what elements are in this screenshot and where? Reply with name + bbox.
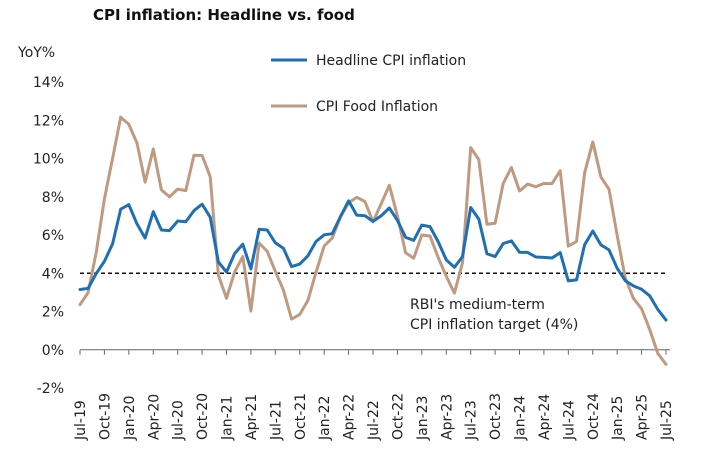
headline-cpi-series-line: [78, 199, 668, 322]
y-tick-label: 10%: [33, 152, 64, 168]
y-tick-label: 2%: [42, 305, 64, 321]
y-tick-label: 14%: [33, 75, 64, 91]
x-tick-label: Jan-22: [317, 396, 333, 441]
x-tick-label: Jan-24: [513, 395, 529, 441]
x-tick-label: Jul-19: [73, 400, 89, 441]
x-tick-label: Oct-20: [195, 393, 211, 440]
x-tick-label: Apr-23: [439, 394, 455, 440]
y-tick-label: 12%: [33, 113, 64, 129]
legend-label: CPI Food Inflation: [316, 99, 438, 115]
x-tick-label: Apr-25: [635, 394, 651, 440]
y-tick-label: 4%: [42, 266, 64, 282]
x-tick-label: Oct-23: [488, 393, 504, 440]
x-tick-label: Jan-20: [122, 396, 138, 441]
y-tick-label: 6%: [42, 228, 64, 244]
x-tick-label: Apr-22: [342, 394, 358, 440]
x-tick-label: Jul-23: [464, 400, 480, 441]
chart-title: CPI inflation: Headline vs. food: [93, 6, 355, 24]
reference-annotation-line2: CPI inflation target (4%): [410, 317, 578, 333]
x-tick-label: Apr-21: [244, 394, 260, 440]
x-tick-label: Oct-22: [390, 393, 406, 440]
x-tick-label: Apr-20: [146, 394, 162, 440]
y-tick-label: -2%: [37, 381, 64, 397]
x-tick-label: Jan-21: [220, 396, 236, 441]
x-tick-label: Jul-20: [171, 400, 187, 441]
reference-annotation-line1: RBI's medium-term: [410, 297, 545, 313]
y-axis-label: YoY%: [17, 45, 55, 61]
x-tick-label: Oct-19: [97, 393, 113, 440]
x-tick-label: Jan-23: [415, 396, 431, 441]
y-tick-label: 0%: [42, 343, 64, 359]
x-tick-label: Jul-22: [366, 400, 382, 441]
x-tick-label: Jul-21: [268, 400, 284, 441]
x-tick-label: Jan-25: [610, 396, 626, 441]
legend-label: Headline CPI inflation: [316, 53, 466, 69]
x-tick-label: Jul-25: [659, 400, 675, 441]
y-tick-label: 8%: [42, 190, 64, 206]
x-tick-label: Oct-21: [293, 393, 309, 440]
x-tick-label: Oct-24: [586, 393, 602, 440]
x-tick-label: Apr-24: [537, 394, 553, 440]
x-tick-label: Jul-24: [561, 400, 577, 441]
